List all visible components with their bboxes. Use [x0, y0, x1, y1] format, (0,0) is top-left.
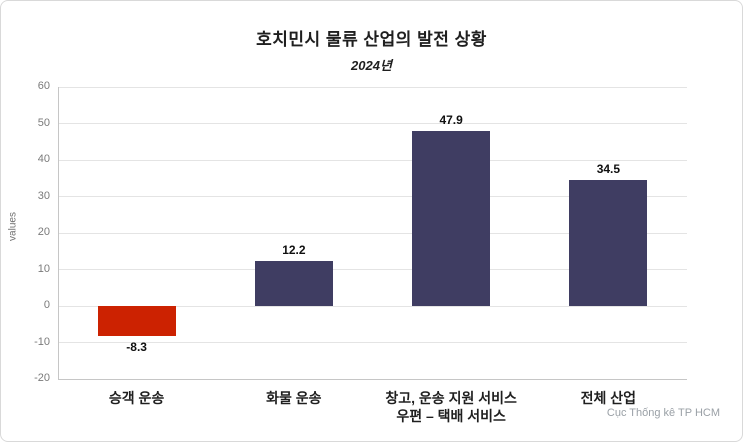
bar: [254, 261, 333, 306]
bar-value-label: 47.9: [439, 113, 463, 128]
bar: [412, 131, 491, 306]
y-tick-label: 50: [37, 116, 50, 129]
y-tick-label: -10: [34, 335, 50, 348]
bar: [97, 306, 176, 337]
x-axis-line: [58, 379, 687, 380]
category-label-line: 화물 운송: [266, 390, 322, 406]
gridline: [58, 86, 687, 88]
chart-subtitle: 2024년: [351, 58, 392, 73]
category-label-line: 창고, 운송 지원 서비스: [385, 390, 517, 406]
bar: [569, 180, 648, 306]
gridline: [58, 123, 687, 124]
category-label: 화물 운송: [182, 389, 406, 407]
bar-value-label: 12.2: [282, 243, 306, 258]
bar-value-label: -8.3: [126, 340, 147, 355]
y-tick-label: 10: [37, 262, 50, 275]
gridline: [58, 305, 687, 307]
gridline: [58, 269, 687, 270]
category-label: 전체 산업: [496, 389, 720, 407]
y-axis-line: [58, 87, 59, 379]
gridline: [58, 232, 687, 234]
y-tick-label: 40: [37, 153, 50, 165]
category-label-line: 전체 산업: [580, 390, 637, 406]
bar-value-label: 34.5: [596, 162, 621, 177]
category-label: 승객 운송: [25, 389, 249, 407]
gridline: [58, 342, 687, 343]
category-label-line: 우편 – 택배 서비스: [396, 408, 506, 424]
chart-title: 호치민시 물류 산업의 발전 상황: [256, 30, 487, 49]
category-label-line: 승객 운송: [108, 390, 165, 406]
y-tick-label: 30: [37, 189, 50, 202]
gridline: [58, 196, 687, 197]
y-tick-label: 60: [37, 80, 50, 92]
source-credit: Cục Thống kê TP HCM: [606, 407, 720, 419]
y-tick-label: 0: [43, 299, 50, 311]
gridline: [58, 159, 687, 161]
y-tick-label: -20: [34, 372, 50, 384]
y-tick-label: 20: [37, 226, 50, 238]
